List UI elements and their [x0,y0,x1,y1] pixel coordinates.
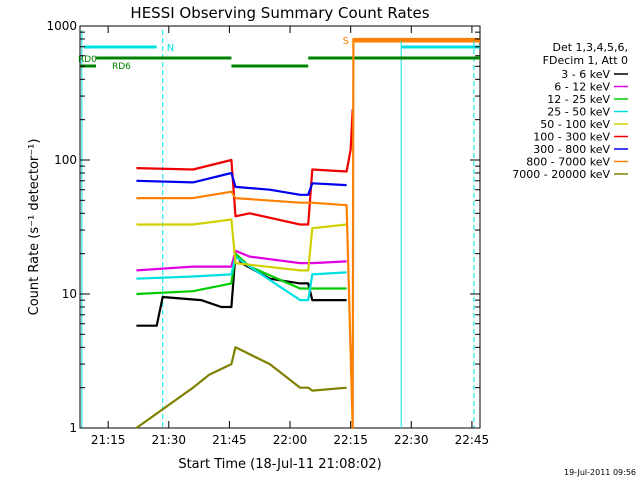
series-line-4 [136,218,347,272]
series-line-7 [136,37,480,430]
legend-entry-label: 800 - 7000 keV [526,156,610,169]
y-axis-label: Count Rate (s⁻¹ detector⁻¹) [27,139,42,316]
x-tick-label: 21:30 [151,433,186,447]
series-line-3 [136,255,347,302]
series-line-8 [135,346,347,429]
legend-entry-label: 25 - 50 keV [547,106,610,119]
x-tick-label: 22:45 [455,433,490,447]
legend-entry-label: 3 - 6 keV [561,68,610,81]
x-tick-label: 21:15 [91,433,126,447]
x-tick-label: 22:30 [394,433,429,447]
x-axis-label: Start Time (18-Jul-11 21:08:02) [178,457,381,472]
legend-entry-label: 50 - 100 keV [540,118,610,131]
chart-title: HESSI Observing Summary Count Rates [130,4,429,22]
legend-entry-label: 6 - 12 keV [554,81,610,94]
legend-entry-label: 12 - 25 keV [547,93,610,106]
observing-flags: N S RD0 RD6 [78,30,480,428]
legend-entry-label: 7000 - 20000 keV [512,168,610,181]
plot-frame [79,25,481,429]
flag-label: S [343,36,349,47]
legend-header-line-1: Det 1,3,4,5,6, [552,41,628,54]
y-tick-label: 100 [54,153,77,167]
flag-label: RD0 [78,55,97,65]
series-group [135,37,480,430]
series-line-6 [136,171,347,196]
y-axis: 1 10 100 1000 [46,19,480,435]
legend-entry-label: 300 - 800 keV [533,143,610,156]
legend-entry-label: 100 - 300 keV [533,131,610,144]
x-tick-label: 22:15 [333,433,368,447]
flag-label: N [167,43,174,54]
y-tick-label: 10 [62,287,77,301]
y-tick-label: 1000 [46,19,77,33]
series-line-5 [136,109,354,226]
series-line-1 [136,249,347,272]
x-tick-label: 21:45 [212,433,247,447]
date-stamp: 19-Jul-2011 09:56 [564,468,636,477]
legend-header-line-2: FDecim 1, Att 0 [543,54,628,67]
flag-label: RD6 [112,62,131,72]
x-axis: 21:15 21:30 21:45 22:00 22:15 22:30 22:45 [91,26,489,447]
legend: Det 1,3,4,5,6, FDecim 1, Att 0 3 - 6 keV… [512,41,628,181]
y-tick-label: 1 [69,421,77,435]
x-tick-label: 22:00 [273,433,308,447]
